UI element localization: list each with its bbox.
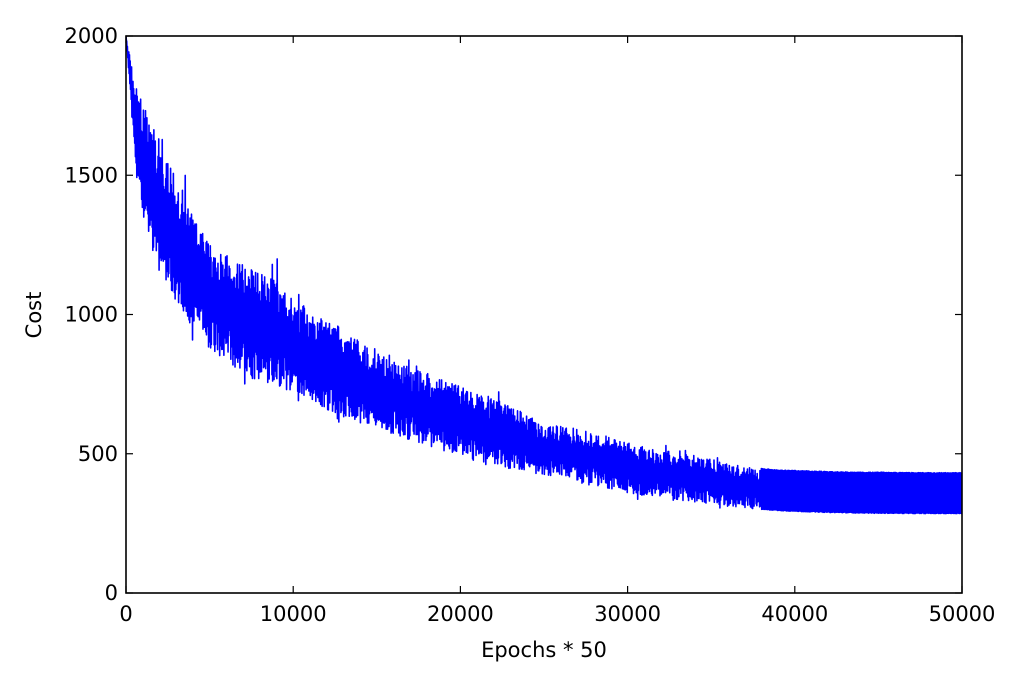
y-tick-label: 500 bbox=[78, 442, 118, 466]
plot-series-group bbox=[126, 36, 962, 515]
x-tick-label: 10000 bbox=[260, 602, 327, 626]
x-axis-ticks: 0 10000 20000 30000 40000 50000 bbox=[119, 36, 995, 626]
y-tick-label: 1500 bbox=[65, 163, 118, 187]
y-axis-label: Cost bbox=[22, 292, 46, 339]
x-tick-label: 20000 bbox=[427, 602, 494, 626]
y-tick-label: 1000 bbox=[65, 303, 118, 327]
y-tick-label: 2000 bbox=[65, 24, 118, 48]
y-axis-ticks: 0 500 1000 1500 2000 bbox=[65, 24, 962, 605]
x-tick-label: 30000 bbox=[594, 602, 661, 626]
x-axis-label: Epochs * 50 bbox=[481, 638, 607, 662]
x-tick-label: 0 bbox=[119, 602, 132, 626]
x-tick-label: 40000 bbox=[761, 602, 828, 626]
cost-series-line bbox=[126, 36, 962, 515]
y-tick-label: 0 bbox=[105, 581, 118, 605]
x-tick-label: 50000 bbox=[929, 602, 996, 626]
